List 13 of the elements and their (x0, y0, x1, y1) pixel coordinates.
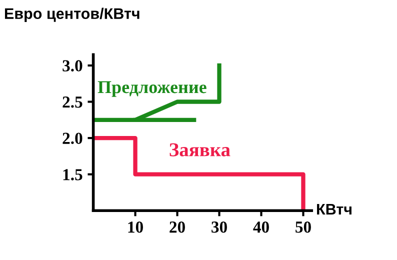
x-tick-label: 20 (170, 222, 185, 233)
y-tick-label: 3.0 (62, 60, 82, 72)
x-tick-label: 40 (253, 222, 269, 233)
x-tick-label: 50 (296, 222, 311, 233)
y-axis-title: Евро центов/КВтч (4, 8, 140, 22)
series-label: Предложение (98, 81, 206, 97)
x-axis-title: КВтч (317, 204, 352, 215)
y-tick-label: 2.0 (62, 132, 82, 144)
y-tick-label: 1.5 (63, 169, 82, 180)
x-tick-label: 10 (128, 222, 143, 233)
y-tick-label: 2.5 (62, 96, 82, 108)
series-label: Заявка (170, 143, 230, 156)
x-tick-label: 30 (212, 222, 227, 233)
